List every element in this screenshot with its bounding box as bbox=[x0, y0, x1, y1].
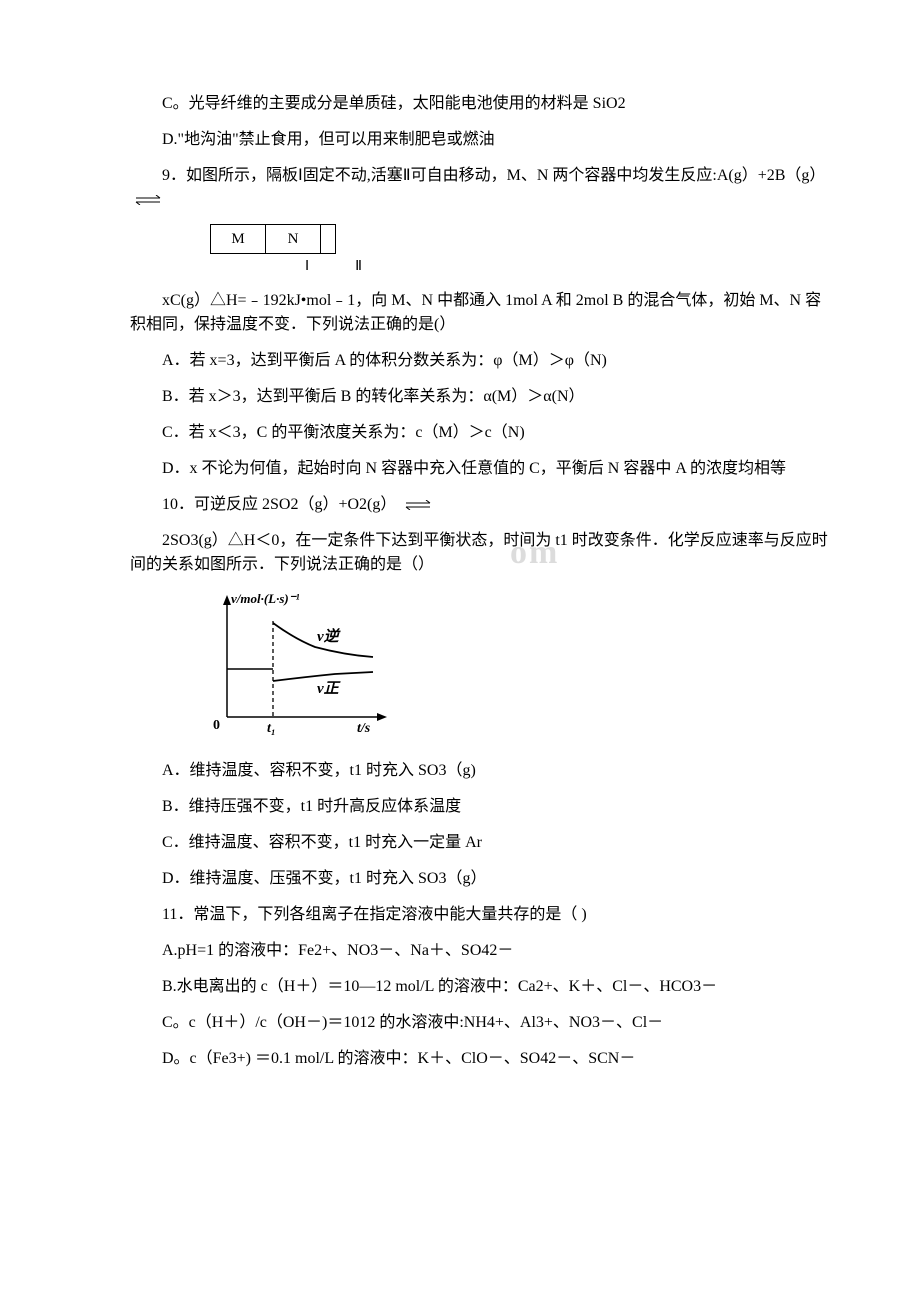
equilibrium-arrow-icon bbox=[404, 500, 434, 510]
svg-text:v/mol·(L·s)⁻¹: v/mol·(L·s)⁻¹ bbox=[231, 591, 300, 606]
figure-containers: M N ⅠⅡ bbox=[210, 224, 830, 277]
svg-text:0: 0 bbox=[213, 718, 220, 733]
question-11: 11．常温下，下列各组离子在指定溶液中能大量共存的是（ ) bbox=[130, 903, 830, 927]
option-10a: A．维持温度、容积不变，t1 时充入 SO3（g) bbox=[130, 759, 830, 783]
figure-rate-graph: 0 v/mol·(L·s)⁻¹ v逆 v正 t₁ t/s bbox=[205, 589, 830, 747]
label-1: Ⅰ bbox=[305, 259, 355, 274]
option-9a: A．若 x=3，达到平衡后 A 的体积分数关系为：φ（M）＞φ（N) bbox=[130, 349, 830, 373]
option-10c: C．维持温度、容积不变，t1 时充入一定量 Ar bbox=[130, 831, 830, 855]
rate-graph-svg: 0 v/mol·(L·s)⁻¹ v逆 v正 t₁ t/s bbox=[205, 589, 395, 739]
question-9-stem-a: 9．如图所示，隔板Ⅰ固定不动,活塞Ⅱ可自由移动，M、N 两个容器中均发生反应:A… bbox=[130, 164, 830, 212]
q9-text-a: 9．如图所示，隔板Ⅰ固定不动,活塞Ⅱ可自由移动，M、N 两个容器中均发生反应:A… bbox=[130, 164, 825, 188]
svg-text:v逆: v逆 bbox=[317, 627, 342, 645]
equilibrium-arrow-icon bbox=[134, 195, 164, 205]
option-9c: C．若 x＜3，C 的平衡浓度关系为：c（M）＞c（N) bbox=[130, 421, 830, 445]
q10-text-a: 10．可逆反应 2SO2（g）+O2(g） bbox=[130, 493, 396, 517]
option-11d: D。c（Fe3+) ＝0.1 mol/L 的溶液中：K＋、ClO－、SO42－、… bbox=[130, 1047, 830, 1071]
option-11a: A.pH=1 的溶液中：Fe2+、NO3－、Na＋、SO42－ bbox=[130, 939, 830, 963]
question-10-stem-a: 10．可逆反应 2SO2（g）+O2(g） bbox=[130, 493, 830, 517]
svg-text:v正: v正 bbox=[317, 681, 342, 697]
option-9d: D．x 不论为何值，起始时向 N 容器中充入任意值的 C，平衡后 N 容器中 A… bbox=[130, 457, 830, 481]
option-8c: C。光导纤维的主要成分是单质硅，太阳能电池使用的材料是 SiO2 bbox=[130, 92, 830, 116]
svg-text:t₁: t₁ bbox=[267, 721, 276, 736]
question-9-stem-b: xC(g）△H=﹣192kJ•mol﹣1，向 M、N 中都通入 1mol A 和… bbox=[130, 289, 830, 337]
piston-handle bbox=[321, 225, 336, 254]
option-8d: D."地沟油"禁止食用，但可以用来制肥皂或燃油 bbox=[130, 128, 830, 152]
container-n: N bbox=[266, 225, 321, 254]
option-10b: B．维持压强不变，t1 时升高反应体系温度 bbox=[130, 795, 830, 819]
option-11c: C。c（H＋）/c（OH－)＝1012 的水溶液中:NH4+、Al3+、NO3－… bbox=[130, 1011, 830, 1035]
option-10d: D．维持温度、压强不变，t1 时充入 SO3（g） bbox=[130, 867, 830, 891]
option-9b: B．若 x＞3，达到平衡后 B 的转化率关系为：α(M）＞α(N） bbox=[130, 385, 830, 409]
container-m: M bbox=[211, 225, 266, 254]
label-2: Ⅱ bbox=[355, 259, 408, 274]
figure1-labels: ⅠⅡ bbox=[305, 256, 830, 277]
option-11b: B.水电离出的 c（H＋）＝10—12 mol/L 的溶液中：Ca2+、K＋、C… bbox=[130, 975, 830, 999]
question-10-stem-b: 2SO3(g）△H＜0，在一定条件下达到平衡状态，时间为 t1 时改变条件．化学… bbox=[130, 529, 830, 577]
svg-text:t/s: t/s bbox=[357, 721, 371, 736]
